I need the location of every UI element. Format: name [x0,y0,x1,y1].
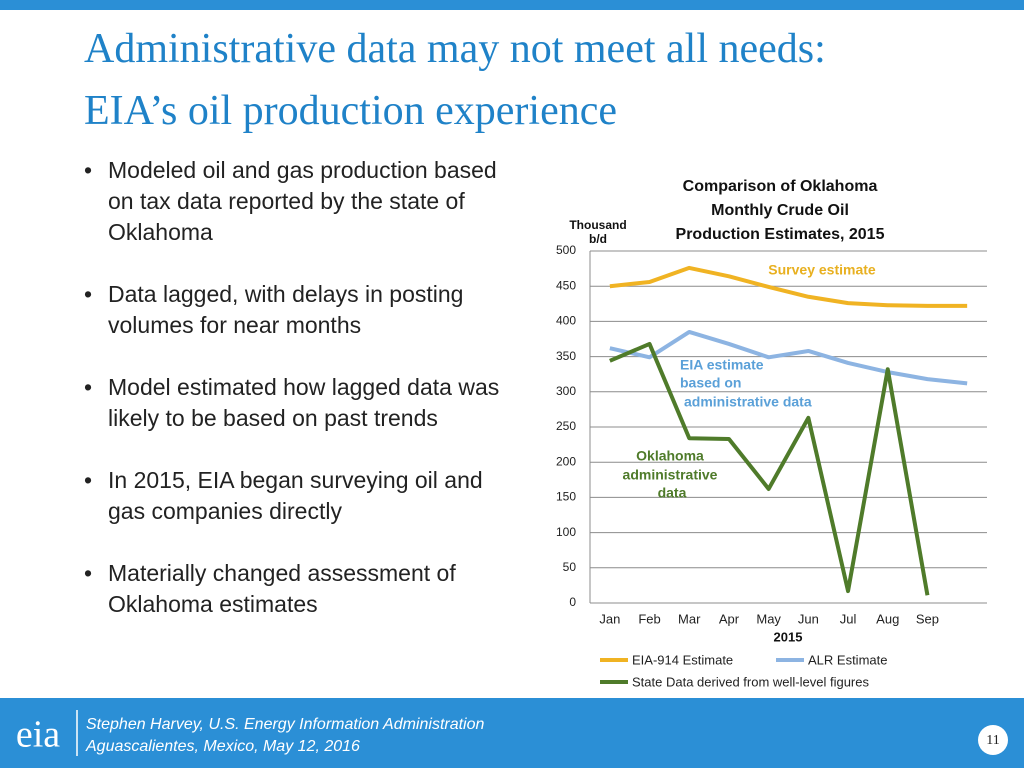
footer-text: Aguascalientes, Mexico, May 12, 2016 [85,738,360,755]
x-axis-label: 2015 [774,629,803,644]
slide-title: Administrative data may not meet all nee… [84,18,826,142]
x-tick-label: Apr [719,611,740,626]
bullet: Data lagged, with delays in posting volu… [84,279,514,341]
series-line [609,329,968,386]
x-tick-label: Mar [678,611,701,626]
bullet: Model estimated how lagged data was like… [84,372,514,434]
y-tick-label: 450 [556,278,576,292]
annotation: administrative [623,467,718,483]
bullet: In 2015, EIA began surveying oil and gas… [84,465,514,527]
bullet-list: Modeled oil and gas production based on … [84,155,514,651]
title-line: EIA’s oil production experience [84,88,617,134]
annotation: EIA estimate [680,357,764,373]
annotation: Survey estimate [768,262,876,278]
bullet: Modeled oil and gas production based on … [84,155,514,248]
x-tick-label: Feb [638,611,660,626]
annotation: data [658,485,687,501]
chart-title: Monthly Crude Oil [711,202,849,219]
y-tick-label: 500 [556,243,576,257]
y-tick-label: 400 [556,314,576,328]
page-number: 11 [986,733,999,748]
page-badge [978,725,1008,755]
x-tick-label: Sep [916,611,939,626]
y-tick-label: 100 [556,525,576,539]
y-tick-label: 150 [556,490,576,504]
legend-label: State Data derived from well-level figur… [632,674,869,689]
y-axis-label: Thousand [569,218,626,232]
y-tick-label: 200 [556,454,576,468]
bullet: Materially changed assessment of Oklahom… [84,558,514,620]
annotation: administrative data [684,394,812,410]
annotation: Oklahoma [636,448,704,464]
y-tick-label: 300 [556,384,576,398]
chart-title: Comparison of Oklahoma [683,178,878,195]
top-bar [0,0,1024,10]
logo: eia [16,714,60,756]
y-tick-label: 350 [556,349,576,363]
x-tick-label: Jul [840,611,857,626]
series-line [609,341,930,596]
series-line [609,265,968,308]
x-tick-label: May [756,611,781,626]
x-tick-label: Jan [599,611,620,626]
x-tick-label: Aug [876,611,899,626]
legend-label: ALR Estimate [808,652,887,667]
y-axis-label: b/d [589,232,607,246]
chart-title: Production Estimates, 2015 [676,226,885,243]
footer-text: Stephen Harvey, U.S. Energy Information … [86,716,485,733]
y-tick-label: 50 [563,560,577,574]
x-tick-label: Jun [798,611,819,626]
y-tick-label: 0 [569,595,576,609]
legend-label: EIA-914 Estimate [632,652,733,667]
annotation: based on [680,375,741,391]
y-tick-label: 250 [556,419,576,433]
footer-bar [0,698,1024,768]
title-line: Administrative data may not meet all nee… [84,26,826,72]
